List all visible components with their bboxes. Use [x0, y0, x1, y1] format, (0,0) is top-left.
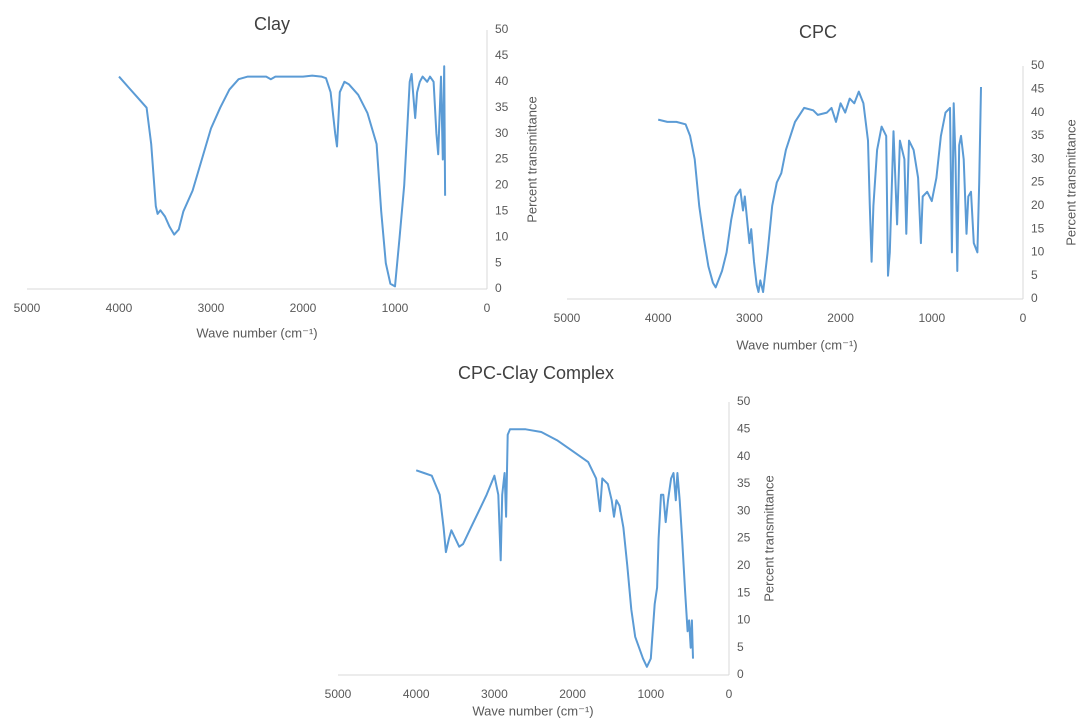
chart-title: CPC-Clay Complex — [458, 363, 614, 383]
y-tick-label: 10 — [495, 229, 509, 243]
spectrum-line — [415, 428, 694, 668]
x-axis-label: Wave number (cm⁻¹) — [472, 703, 593, 718]
spectrum-line — [657, 86, 982, 293]
x-tick-label: 4000 — [106, 301, 133, 315]
y-tick-label: 40 — [495, 74, 509, 88]
y-tick-label: 35 — [495, 100, 509, 114]
x-tick-label: 2000 — [559, 687, 586, 701]
x-tick-label: 2000 — [827, 311, 854, 325]
x-tick-label: 3000 — [736, 311, 763, 325]
y-axis-label: Percent transmittance — [761, 475, 776, 601]
y-tick-label: 5 — [737, 640, 744, 654]
y-tick-label: 20 — [737, 558, 751, 572]
y-tick-label: 45 — [737, 421, 751, 435]
x-tick-label: 3000 — [198, 301, 225, 315]
y-tick-label: 20 — [495, 178, 509, 192]
y-tick-label: 15 — [1031, 221, 1045, 235]
x-tick-label: 5000 — [14, 301, 41, 315]
y-tick-label: 40 — [737, 449, 751, 463]
y-tick-label: 0 — [1031, 291, 1038, 305]
y-axis-label: Percent transmittance — [1063, 119, 1078, 245]
y-tick-label: 10 — [737, 613, 751, 627]
x-tick-label: 3000 — [481, 687, 508, 701]
x-tick-label: 0 — [726, 687, 733, 701]
y-tick-label: 0 — [737, 667, 744, 681]
x-axis-label: Wave number (cm⁻¹) — [736, 337, 857, 352]
chart-title: Clay — [254, 14, 290, 34]
x-tick-label: 2000 — [290, 301, 317, 315]
x-tick-label: 4000 — [403, 687, 430, 701]
y-tick-label: 50 — [1031, 58, 1045, 72]
spectrum-line — [118, 65, 447, 288]
y-tick-label: 25 — [737, 531, 751, 545]
x-tick-label: 1000 — [918, 311, 945, 325]
y-tick-label: 5 — [495, 255, 502, 269]
x-tick-label: 1000 — [637, 687, 664, 701]
y-tick-label: 15 — [737, 585, 751, 599]
x-tick-label: 5000 — [325, 687, 352, 701]
x-tick-label: 4000 — [645, 311, 672, 325]
y-tick-label: 5 — [1031, 268, 1038, 282]
y-tick-label: 50 — [737, 394, 751, 408]
y-tick-label: 0 — [495, 281, 502, 295]
y-tick-label: 50 — [495, 22, 509, 36]
y-axis-label: Percent transmittance — [524, 96, 539, 222]
y-tick-label: 10 — [1031, 245, 1045, 259]
x-tick-label: 0 — [1020, 311, 1027, 325]
y-tick-label: 20 — [1031, 198, 1045, 212]
x-tick-label: 0 — [484, 301, 491, 315]
y-tick-label: 40 — [1031, 105, 1045, 119]
y-tick-label: 35 — [1031, 128, 1045, 142]
y-tick-label: 45 — [1031, 81, 1045, 95]
y-tick-label: 45 — [495, 48, 509, 62]
y-tick-label: 30 — [495, 126, 509, 140]
y-tick-label: 15 — [495, 203, 509, 217]
chart-title: CPC — [799, 22, 837, 42]
y-tick-label: 25 — [1031, 175, 1045, 189]
y-tick-label: 30 — [1031, 151, 1045, 165]
y-tick-label: 35 — [737, 476, 751, 490]
x-tick-label: 1000 — [382, 301, 409, 315]
x-axis-label: Wave number (cm⁻¹) — [196, 325, 317, 340]
x-tick-label: 5000 — [554, 311, 581, 325]
y-tick-label: 30 — [737, 503, 751, 517]
y-tick-label: 25 — [495, 152, 509, 166]
